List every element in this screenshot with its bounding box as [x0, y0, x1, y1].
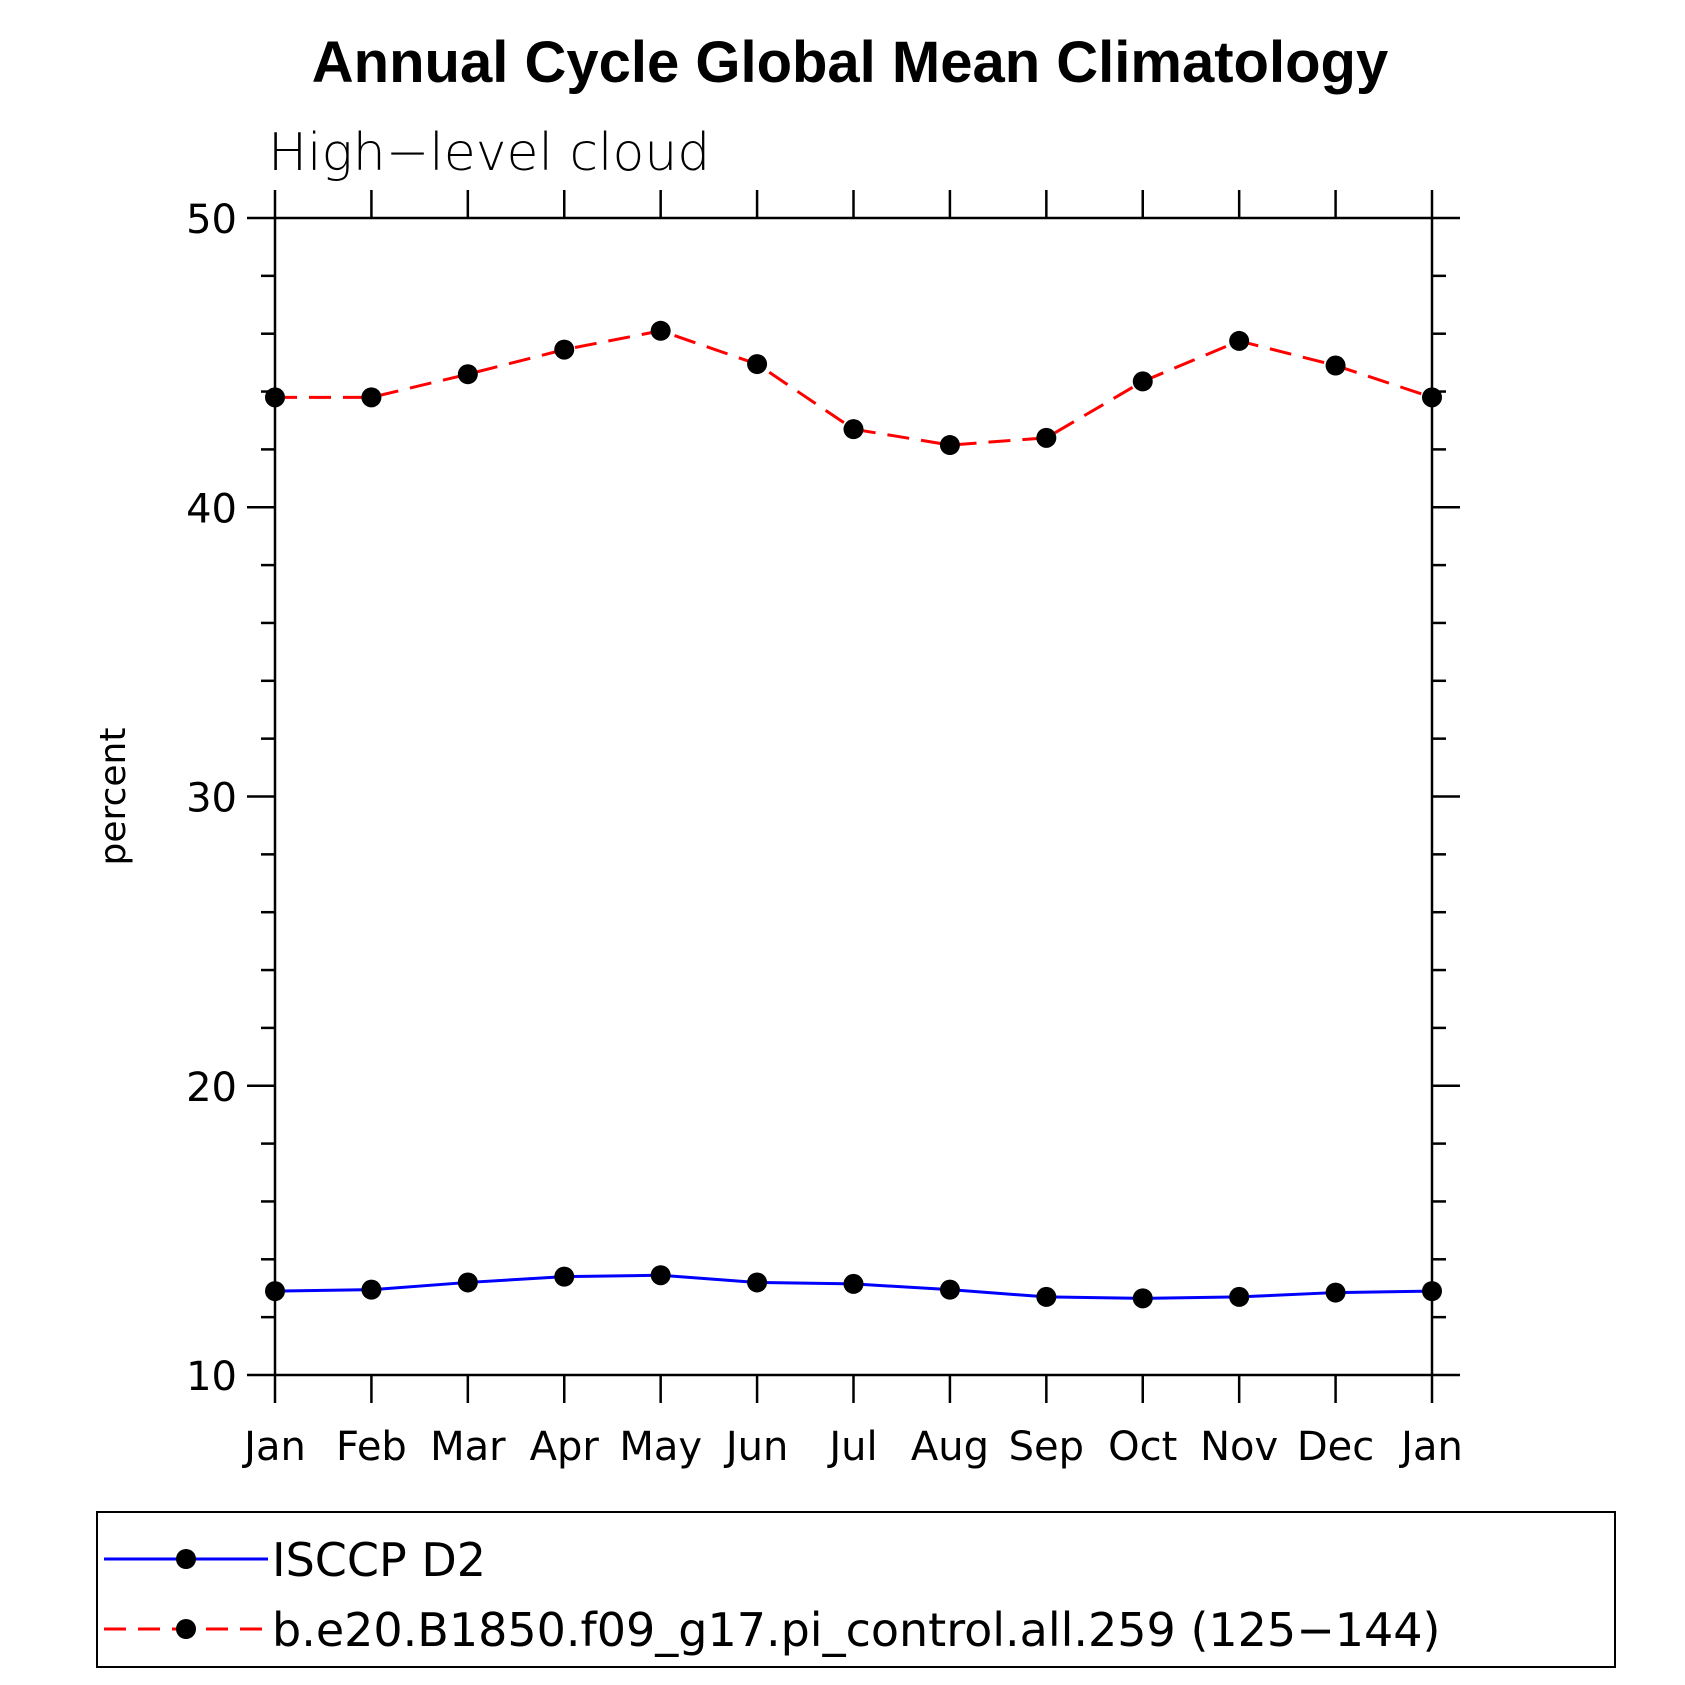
x-tick-label: Mar	[430, 1424, 506, 1470]
x-tick-label: Nov	[1200, 1424, 1278, 1470]
x-tick-label: Oct	[1108, 1424, 1177, 1470]
data-point	[1229, 1286, 1250, 1307]
series-1	[265, 1265, 1442, 1309]
y-tick-label: 20	[186, 1065, 237, 1111]
x-tick-label: Jan	[241, 1424, 306, 1470]
y-tick-label: 10	[186, 1354, 237, 1400]
chart-subtitle: High−level cloud	[268, 123, 710, 183]
y-axis-title: percent	[93, 728, 134, 866]
legend-marker	[176, 1549, 196, 1569]
data-point	[1325, 1282, 1346, 1303]
y-axis: 10 20 30 40 50	[186, 197, 1460, 1400]
data-point	[650, 1265, 671, 1286]
x-tick-label: Jan	[1398, 1424, 1463, 1470]
data-point	[1036, 1286, 1057, 1307]
x-tick-label: Sep	[1009, 1424, 1084, 1470]
data-point	[843, 419, 864, 440]
data-point	[1036, 427, 1057, 448]
y-tick-label: 50	[186, 197, 237, 243]
data-point	[265, 387, 285, 408]
data-point	[1422, 387, 1442, 408]
x-tick-label: Jul	[826, 1424, 877, 1470]
legend-label: b.e20.B1850.f09_g17.pi_control.all.259 (…	[272, 1603, 1441, 1657]
data-point	[747, 1272, 768, 1293]
legend-entry: ISCCP D2	[104, 1533, 486, 1587]
x-tick-label: Dec	[1297, 1424, 1374, 1470]
legend-box	[96, 1511, 1616, 1668]
legend: ISCCP D2 b.e20.B1850.f09_g17.pi_control.a…	[96, 1511, 1616, 1668]
x-axis: Jan Feb Mar Apr May Jun Jul Aug Sep Oct Nov Dec Jan	[241, 190, 1463, 1470]
data-point	[939, 435, 960, 456]
data-point	[361, 1279, 382, 1300]
data-point	[1229, 330, 1250, 351]
x-tick-label: Apr	[530, 1424, 600, 1470]
series-2	[265, 320, 1442, 456]
data-point	[843, 1273, 864, 1294]
legend-marker	[176, 1619, 196, 1639]
data-point	[939, 1279, 960, 1300]
data-point	[1132, 371, 1153, 392]
data-point	[265, 1281, 285, 1302]
x-tick-label: Jun	[723, 1424, 789, 1470]
y-tick-label: 40	[186, 486, 237, 532]
x-tick-label: Feb	[336, 1424, 407, 1470]
data-point	[650, 320, 671, 341]
legend-label: ISCCP D2	[272, 1533, 486, 1587]
y-tick-label: 30	[186, 776, 237, 822]
data-point	[457, 1272, 478, 1293]
x-tick-label: May	[619, 1424, 702, 1470]
data-point	[1132, 1288, 1153, 1309]
data-point	[554, 1266, 575, 1287]
chart-title: Annual Cycle Global Mean Climatology	[312, 30, 1388, 95]
plot-border	[273, 216, 1434, 1377]
data-point	[554, 339, 575, 360]
x-tick-label: Aug	[911, 1424, 989, 1470]
series-layer	[265, 320, 1442, 1309]
data-point	[1422, 1281, 1442, 1302]
data-point	[457, 364, 478, 385]
data-point	[747, 354, 768, 375]
data-point	[361, 387, 382, 408]
plot-frame	[273, 216, 1434, 1377]
legend-entry: b.e20.B1850.f09_g17.pi_control.all.259 (…	[104, 1603, 1441, 1657]
data-point	[1325, 355, 1346, 376]
